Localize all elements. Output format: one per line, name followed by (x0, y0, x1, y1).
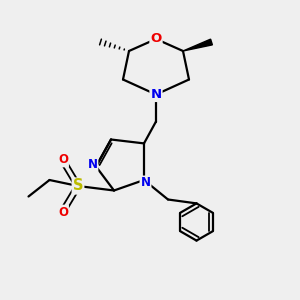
Text: O: O (150, 32, 162, 46)
Text: O: O (58, 153, 68, 167)
Polygon shape (183, 39, 212, 51)
Text: N: N (140, 176, 151, 190)
Text: N: N (87, 158, 98, 172)
Text: N: N (150, 88, 162, 101)
Text: S: S (73, 178, 83, 194)
Text: O: O (58, 206, 68, 219)
